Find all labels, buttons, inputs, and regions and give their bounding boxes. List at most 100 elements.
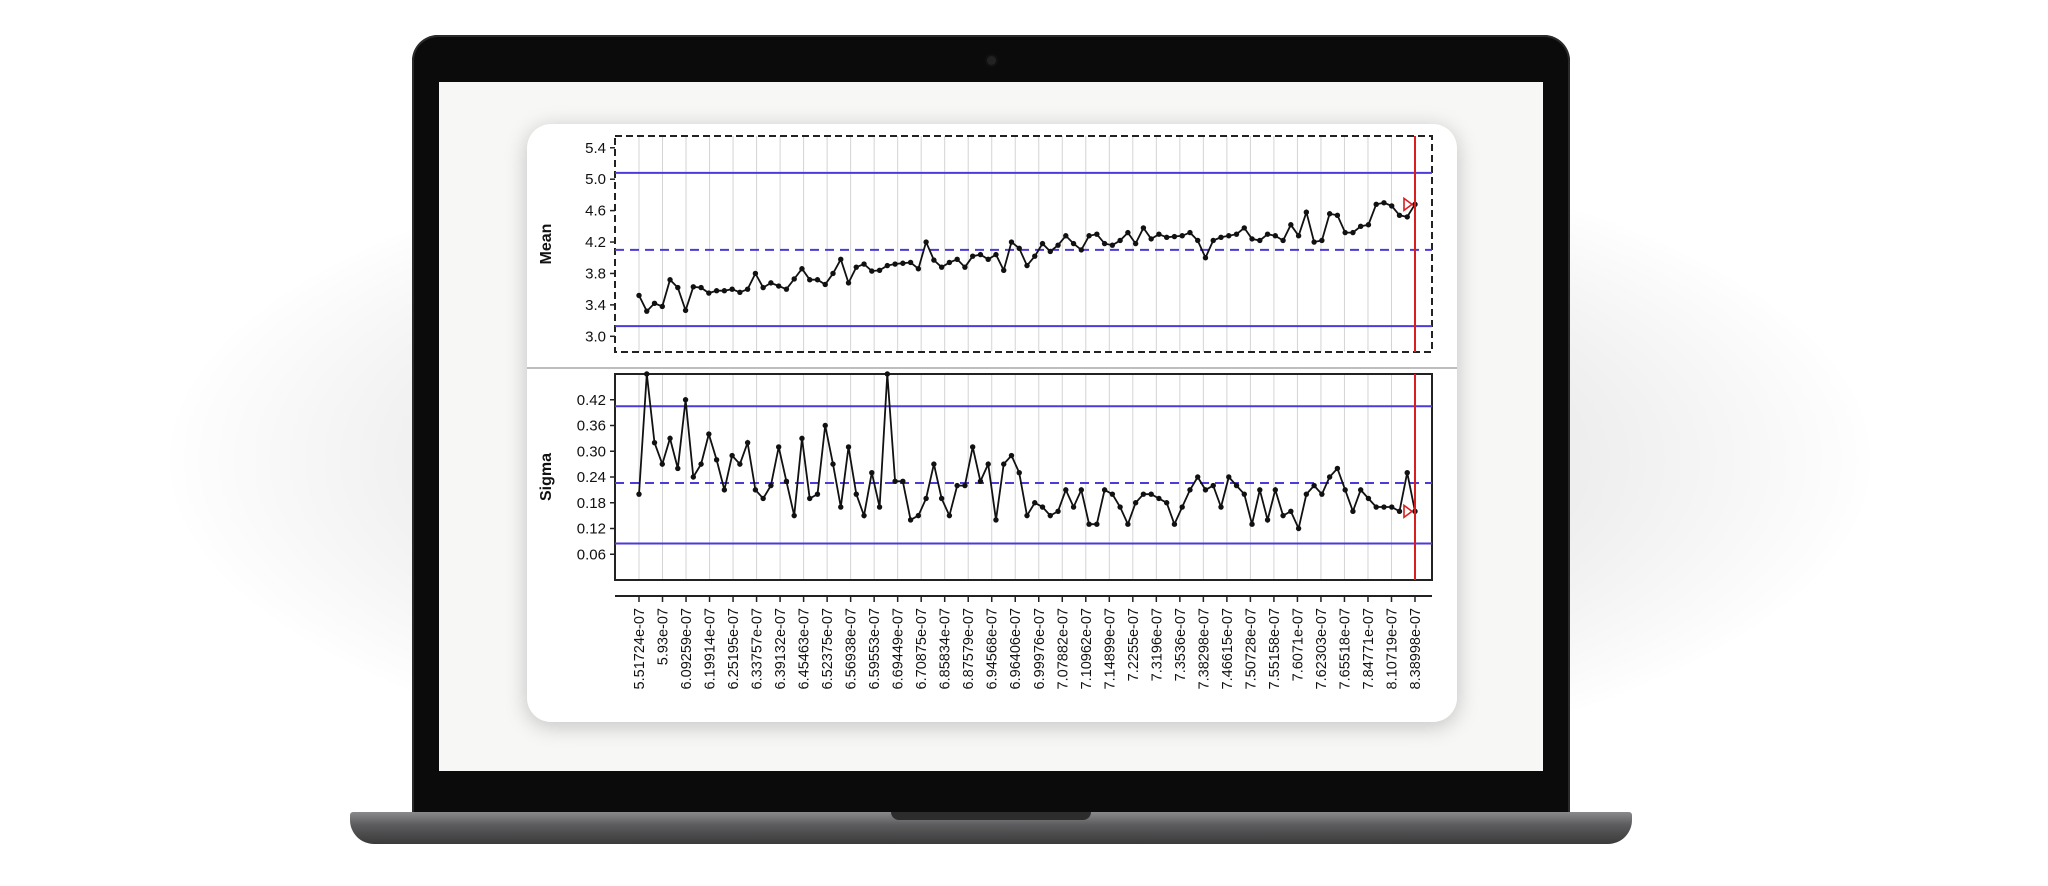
data-point [1171,233,1178,240]
series-line [638,201,1416,314]
data-point [1063,487,1069,493]
x-tick-label: 7.55158e-07 [1267,608,1283,689]
data-point [1078,487,1085,493]
data-point [752,487,759,493]
data-point [1389,504,1395,510]
x-tick-label: 7.14899e-07 [1102,608,1118,689]
chart-card: 5.4 5.0 4.6 4.2 3.8 3.4 3.0 Mean 0.42 0.36 0.30 0.2… [527,124,1457,722]
data-point [636,292,642,299]
y-tick-label: 0.24 [577,469,606,486]
y-tick-label: 3.4 [585,297,606,314]
camera-icon [987,56,996,65]
x-tick-label: 6.96406e-07 [1008,608,1024,689]
data-point [1357,223,1364,230]
x-tick-label: 6.56938e-07 [844,608,860,689]
data-point [1086,521,1092,527]
y-tick-label: 0.30 [577,443,606,460]
data-point [861,261,867,267]
data-point [1303,491,1310,497]
data-point [644,371,650,377]
data-point [1202,255,1209,261]
laptop-base [350,812,1632,844]
data-point [869,268,875,274]
data-point [1140,491,1147,497]
data-point [1264,231,1271,237]
data-point [1295,525,1302,532]
x-tick-label: 7.2255e-07 [1126,608,1142,681]
x-tick-label: 7.46615e-07 [1220,608,1236,689]
data-point [667,277,673,283]
data-point [1024,262,1030,269]
data-point [1039,504,1046,510]
data-point [690,474,697,480]
data-point [1218,504,1224,510]
data-point [985,256,991,263]
data-point [744,286,751,292]
x-tick-label: 6.33757e-07 [750,608,766,689]
data-point [1365,222,1372,228]
data-point [1389,203,1395,209]
data-point [1365,495,1372,502]
data-point [1334,212,1341,219]
x-tick-label: 7.6071e-07 [1290,608,1306,681]
data-point [682,397,689,403]
data-point [667,435,673,442]
x-tick-label: 6.94568e-07 [985,608,1001,689]
data-point [1055,242,1061,248]
data-point [1086,233,1092,239]
data-point [729,286,735,292]
data-point [1101,240,1108,247]
data-point [1311,482,1317,489]
data-point [1094,231,1100,237]
data-point [1055,508,1061,515]
data-point [907,259,914,266]
y-tick-label: 0.42 [577,392,606,409]
y-tick-label: 5.0 [585,171,606,188]
data-point [768,280,774,286]
data-point [900,260,906,266]
data-point [907,517,914,523]
data-point [744,439,751,446]
x-tick-label: 7.3536e-07 [1173,608,1189,681]
x-tick-label: 5.93e-07 [656,608,672,665]
data-point [954,482,960,489]
data-point [1249,521,1255,527]
data-point [946,259,953,266]
x-tick-label: 7.65518e-07 [1337,608,1353,689]
data-point [915,512,922,519]
data-point [985,461,991,467]
data-point [822,281,828,288]
data-point [1187,229,1193,236]
laptop-screen: 5.4 5.0 4.6 4.2 3.8 3.4 3.0 Mean 0.42 0.36 0.30 0.2… [439,82,1543,771]
data-point [1070,240,1077,247]
data-point [1350,508,1356,515]
data-point [1132,240,1139,247]
x-tick-label: 5.51724e-07 [632,608,648,689]
laptop-notch [891,812,1091,820]
panel-sigma: 0.42 0.36 0.30 0.24 0.18 0.12 0.06 Sigma [538,371,1433,581]
data-point [1280,512,1286,519]
data-point [931,461,937,467]
data-point [1280,237,1286,244]
x-tick-label: 6.19914e-07 [703,608,719,689]
data-point [993,251,999,258]
data-point [729,452,735,459]
data-point [1179,504,1185,510]
data-point [1311,239,1317,245]
data-point [1319,237,1325,244]
data-point [775,283,782,289]
data-point [1288,222,1294,228]
data-point [713,288,720,294]
data-point [721,288,728,294]
data-point [644,308,650,314]
data-point [1078,247,1085,253]
data-point [931,257,937,263]
data-point [1156,495,1162,502]
data-point [977,478,984,484]
x-tick-label: 6.45463e-07 [797,608,813,689]
data-point [1226,233,1232,239]
y-tick-label: 0.18 [577,495,606,512]
data-point [1032,500,1038,506]
data-point [876,504,883,510]
data-point [1264,517,1271,523]
